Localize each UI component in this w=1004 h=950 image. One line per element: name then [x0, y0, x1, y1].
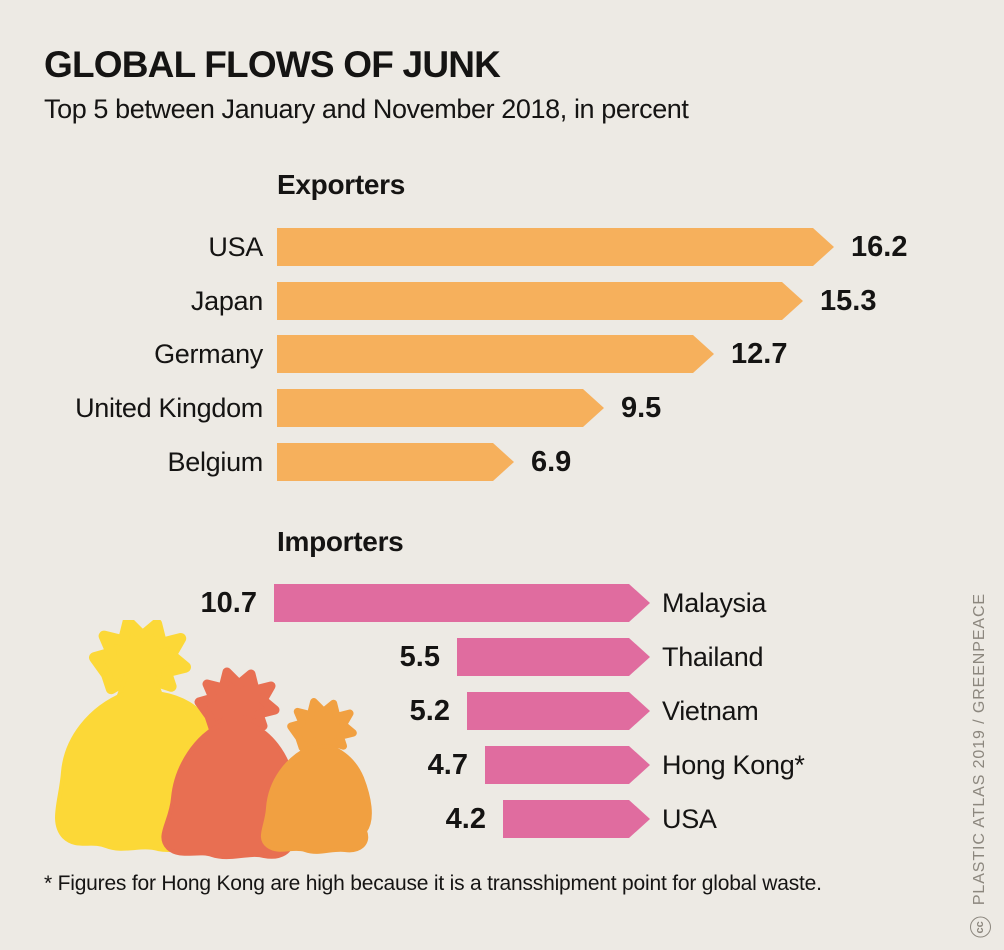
exporter-bar — [277, 228, 834, 266]
importer-row: 10.7 Malaysia — [0, 584, 1004, 622]
importer-value: 4.2 — [445, 803, 486, 835]
exporter-bar — [277, 335, 714, 373]
importer-bar — [274, 584, 650, 622]
importer-bar — [467, 692, 650, 730]
garbage-bags-illustration — [55, 620, 372, 860]
importers-section-header: Importers — [277, 526, 404, 557]
importer-label: Malaysia — [662, 588, 767, 618]
exporter-row: Germany 12.7 — [0, 335, 1004, 373]
exporter-value: 16.2 — [851, 231, 908, 263]
exporter-bar — [277, 389, 604, 427]
importer-bar — [457, 638, 650, 676]
exporters-section-header: Exporters — [277, 169, 406, 200]
importer-row: 4.7 Hong Kong* — [0, 746, 1004, 784]
footnote: * Figures for Hong Kong are high because… — [44, 872, 822, 895]
exporter-value: 12.7 — [731, 338, 788, 370]
importer-label: Vietnam — [662, 696, 759, 726]
bag-orange — [260, 702, 372, 854]
importer-value: 5.5 — [399, 641, 440, 673]
exporter-row: Belgium 6.9 — [0, 443, 1004, 481]
exporter-value: 9.5 — [621, 392, 662, 424]
importer-row: 5.2 Vietnam — [0, 692, 1004, 730]
page-title: GLOBAL FLOWS OF JUNK — [44, 44, 501, 85]
exporter-bar — [277, 282, 803, 320]
exporter-label: Japan — [190, 286, 263, 316]
exporter-label: Belgium — [167, 447, 264, 477]
exporter-value: 6.9 — [531, 446, 572, 478]
exporter-value: 15.3 — [820, 285, 877, 317]
exporter-row: United Kingdom 9.5 — [0, 389, 1004, 427]
importer-bar — [485, 746, 650, 784]
importer-row: 4.2 USA — [0, 800, 1004, 838]
creative-commons-icon: cc — [970, 917, 991, 938]
exporter-row: USA 16.2 — [0, 228, 1004, 266]
exporter-label: Germany — [154, 339, 263, 369]
importer-value: 5.2 — [409, 695, 450, 727]
exporter-label: USA — [208, 232, 263, 262]
importer-label: Hong Kong* — [662, 750, 805, 780]
exporter-row: Japan 15.3 — [0, 282, 1004, 320]
credit-line: cc PLASTIC ATLAS 2019 / GREENPEACE — [969, 593, 992, 944]
importer-row: 5.5 Thailand — [0, 638, 1004, 676]
page-subtitle: Top 5 between January and November 2018,… — [44, 94, 689, 124]
importer-label: USA — [662, 804, 717, 834]
exporter-bar — [277, 443, 514, 481]
importer-value: 4.7 — [427, 749, 468, 781]
importer-value: 10.7 — [200, 587, 257, 619]
exporter-label: United Kingdom — [75, 393, 263, 423]
importer-bar — [503, 800, 650, 838]
credit-text: PLASTIC ATLAS 2019 / GREENPEACE — [971, 593, 988, 906]
importer-label: Thailand — [662, 642, 764, 672]
